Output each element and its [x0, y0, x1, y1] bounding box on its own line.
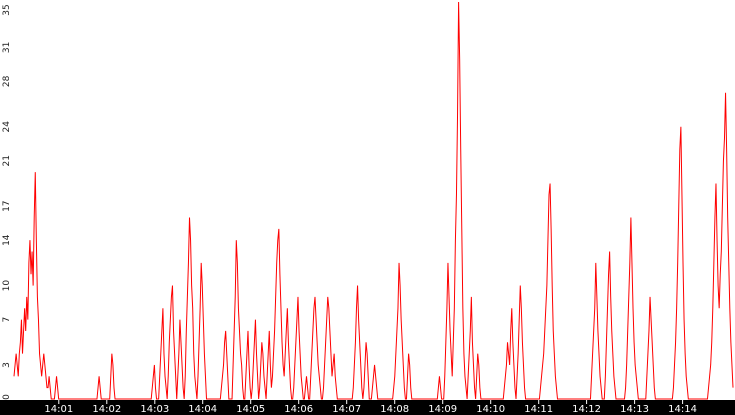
y-tick-label: 28: [2, 75, 12, 87]
x-axis-bar: [0, 400, 735, 415]
x-tick-label: 14:06: [284, 404, 313, 415]
y-tick-label: 0: [2, 394, 12, 400]
x-tick-label: 14:02: [92, 404, 121, 415]
y-tick-label: 31: [2, 42, 12, 53]
y-tick-label: 7: [2, 317, 12, 323]
x-tick-label: 14:12: [572, 404, 601, 415]
y-tick-label: 17: [2, 200, 12, 211]
x-axis: 14:01 14:02 14:03 14:04 14:05 14:06 14:07 14:08…: [44, 400, 697, 415]
x-tick-label: 14:07: [332, 404, 361, 415]
x-tick-label: 14:04: [188, 404, 217, 415]
series-line: [13, 1, 734, 400]
x-tick-label: 14:05: [236, 404, 265, 415]
x-tick-label: 14:10: [476, 404, 505, 415]
x-tick-label: 14:03: [140, 404, 169, 415]
y-tick-label: 24: [2, 121, 12, 133]
y-tick-label: 35: [2, 4, 12, 15]
y-tick-label: 10: [2, 280, 12, 292]
y-axis: 0 3 7 10 14 17 21 24 28 31 35: [2, 4, 12, 400]
x-tick-label: 14:14: [668, 404, 697, 415]
y-tick-label: 21: [2, 155, 12, 166]
y-tick-label: 14: [2, 234, 12, 246]
x-tick-label: 14:01: [44, 404, 73, 415]
x-tick-label: 14:11: [524, 404, 553, 415]
x-tick-label: 14:09: [428, 404, 457, 415]
x-tick-label: 14:13: [620, 404, 649, 415]
x-tick-label: 14:08: [380, 404, 409, 415]
y-tick-label: 3: [2, 362, 12, 368]
